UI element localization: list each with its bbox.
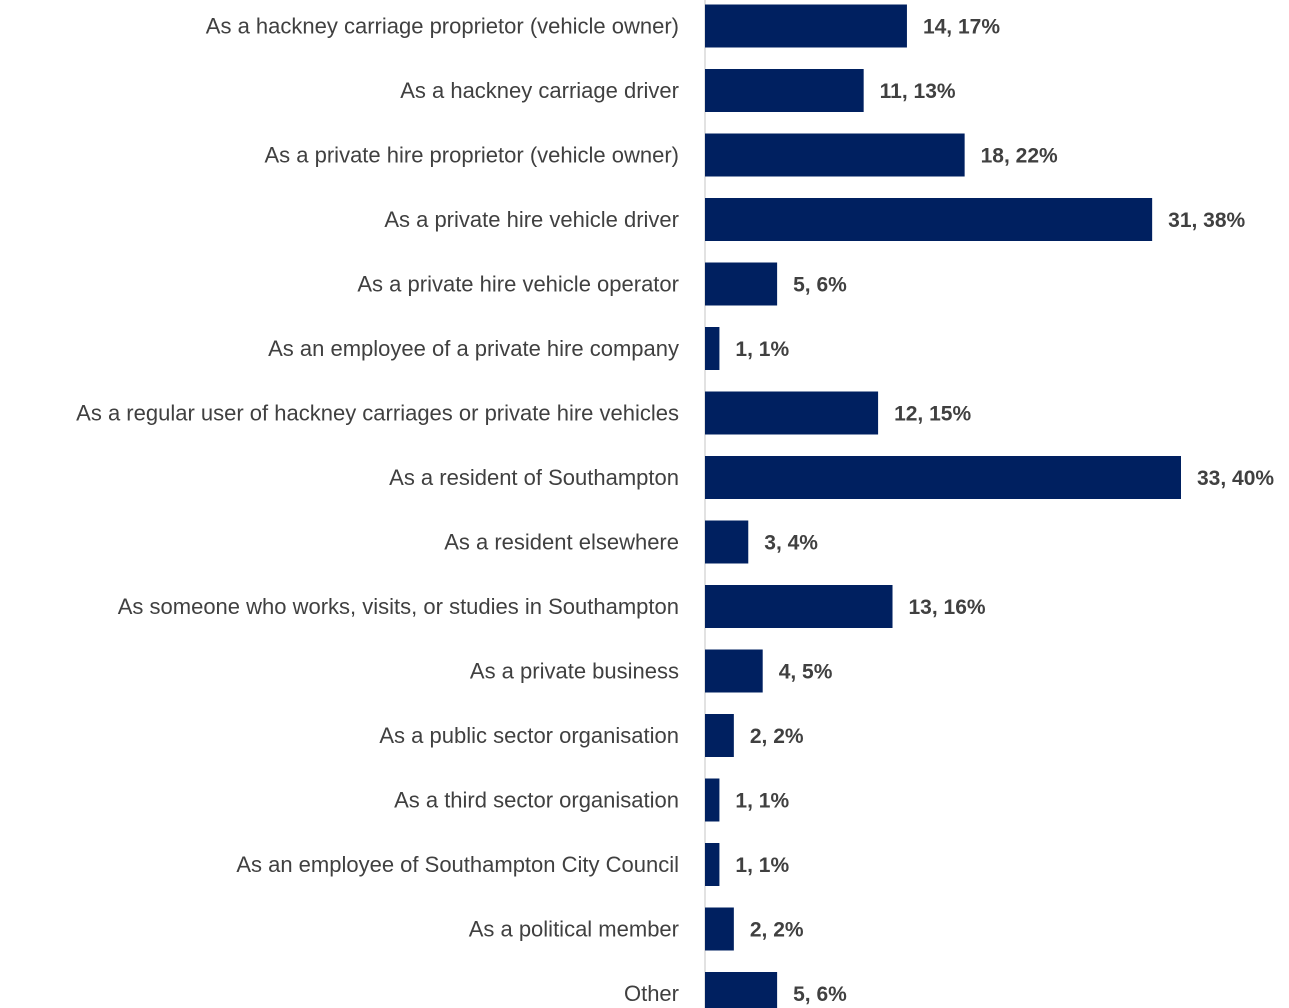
category-label: As a private hire vehicle operator — [357, 272, 679, 297]
category-label: As an employee of Southampton City Counc… — [236, 852, 679, 877]
data-label: 2, 2% — [750, 725, 804, 748]
category-label: As a hackney carriage driver — [400, 78, 679, 103]
category-label: As a political member — [469, 917, 679, 942]
data-label: 18, 22% — [981, 145, 1058, 168]
bar — [705, 649, 763, 693]
category-label: As a regular user of hackney carriages o… — [76, 401, 679, 426]
category-label: As a resident elsewhere — [444, 530, 679, 555]
bar — [705, 133, 965, 177]
bar-group — [705, 4, 1181, 1008]
bar — [705, 456, 1181, 499]
bar — [705, 391, 879, 435]
data-label-group: 14, 17% 11, 13% 18, 22% 31, 38% 5, 6% 1, 1% 12… — [735, 16, 1274, 1007]
data-label: 2, 2% — [750, 919, 804, 942]
category-label: As a private business — [470, 659, 679, 684]
data-label: 1, 1% — [735, 790, 789, 813]
bar — [705, 327, 720, 370]
data-label: 4, 5% — [779, 661, 833, 684]
bar — [705, 714, 734, 757]
bar — [705, 585, 893, 628]
bar — [705, 972, 778, 1008]
category-label: As a private hire proprietor (vehicle ow… — [264, 143, 679, 168]
bar — [705, 520, 749, 564]
bar — [705, 778, 720, 822]
data-label: 1, 1% — [735, 338, 789, 361]
category-label: As a hackney carriage proprietor (vehicl… — [206, 14, 679, 39]
bar — [705, 907, 734, 951]
category-label: Other — [624, 981, 679, 1006]
data-label: 3, 4% — [764, 532, 818, 555]
data-label: 5, 6% — [793, 274, 847, 297]
bar — [705, 262, 778, 306]
data-label: 14, 17% — [923, 16, 1000, 39]
category-label: As an employee of a private hire company — [268, 336, 679, 361]
category-label: As a resident of Southampton — [389, 465, 679, 490]
bar — [705, 843, 720, 886]
category-label: As someone who works, visits, or studies… — [118, 594, 679, 619]
data-label: 33, 40% — [1197, 467, 1274, 490]
data-label: 31, 38% — [1168, 209, 1245, 232]
category-label-group: As a hackney carriage proprietor (vehicl… — [76, 14, 679, 1007]
bar — [705, 69, 864, 112]
data-label: 1, 1% — [735, 854, 789, 877]
bar — [705, 4, 907, 48]
data-label: 5, 6% — [793, 983, 847, 1006]
data-label: 13, 16% — [909, 596, 986, 619]
bar — [705, 198, 1153, 241]
data-label: 12, 15% — [894, 403, 971, 426]
category-label: As a private hire vehicle driver — [384, 207, 679, 232]
category-label: As a third sector organisation — [394, 788, 679, 813]
data-label: 11, 13% — [880, 80, 956, 103]
category-label: As a public sector organisation — [379, 723, 679, 748]
